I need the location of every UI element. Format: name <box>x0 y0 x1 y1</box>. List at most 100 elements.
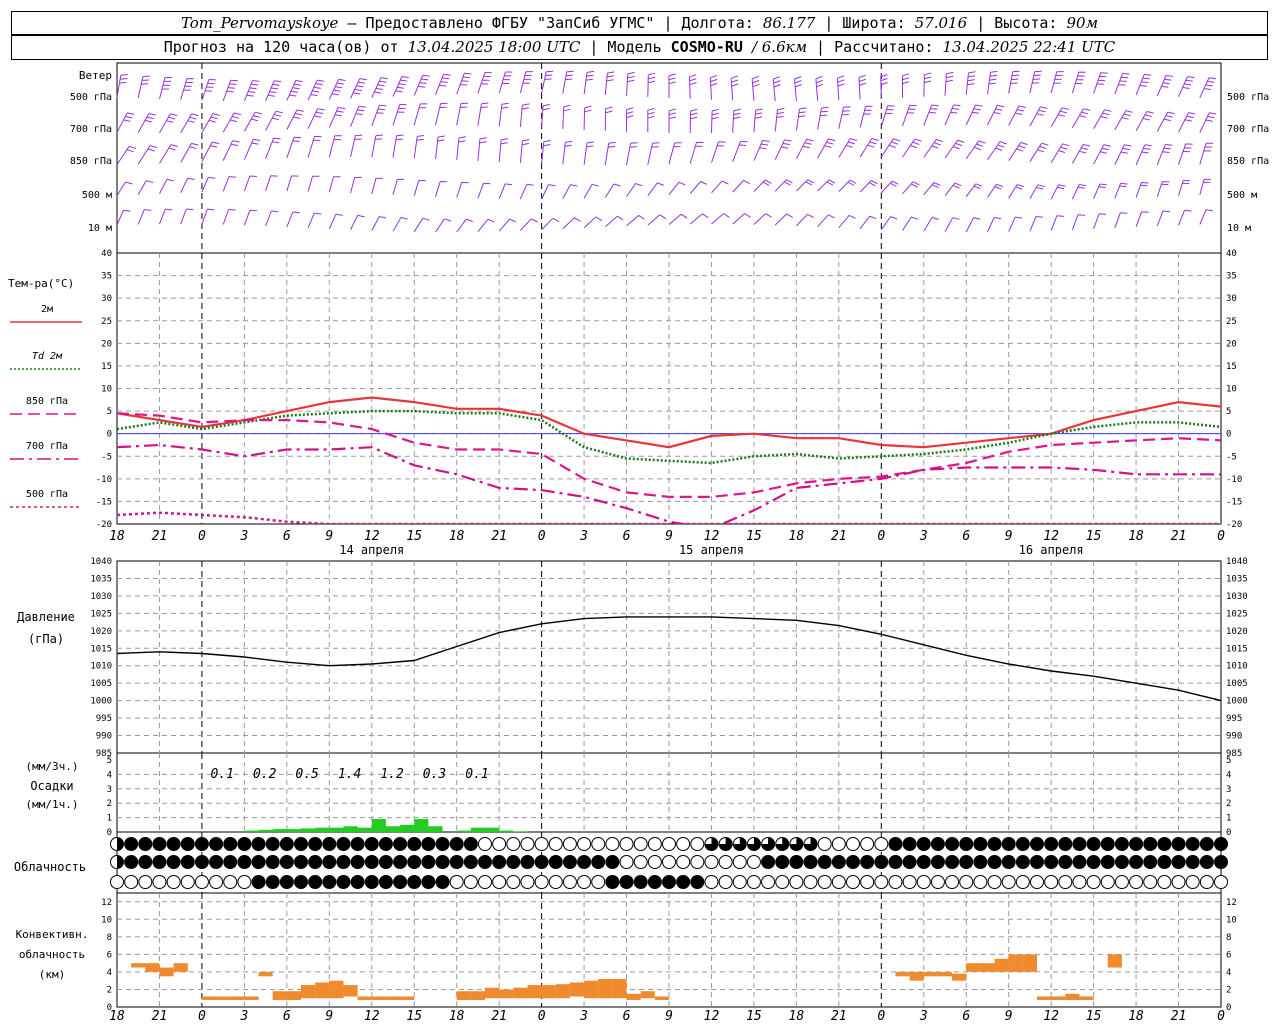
alt-label: | Высота: <box>976 14 1058 32</box>
wind-barb <box>583 183 600 199</box>
conv-bar <box>244 996 259 1000</box>
wind-barb <box>838 106 851 129</box>
hour-label-bottom: 9 <box>665 1009 673 1024</box>
hour-label-bottom: 12 <box>1043 1009 1059 1024</box>
wind-barb <box>392 216 408 232</box>
wind-barb <box>923 138 944 158</box>
cloud-symbol <box>973 837 988 851</box>
cloud-symbol <box>138 837 153 851</box>
wind-barb <box>1199 178 1212 195</box>
wind-barb <box>1050 71 1064 94</box>
wind-barb <box>583 105 592 130</box>
wind-barb <box>456 218 473 233</box>
cloud-symbol <box>761 855 776 869</box>
wind-barbs <box>116 70 1217 233</box>
wind-barb <box>137 209 152 225</box>
cloud-symbol <box>1185 855 1200 869</box>
cloud-symbol <box>180 837 195 851</box>
wind-barb <box>604 141 616 166</box>
hour-label: 9 <box>325 529 333 544</box>
pressure-tick-label: 1005 <box>90 679 112 689</box>
wind-barb <box>498 218 517 232</box>
wind-barb <box>944 139 965 159</box>
wind-barb <box>541 217 560 230</box>
conv-tick-label-right: 12 <box>1226 898 1237 908</box>
wind-barb <box>923 72 932 97</box>
wind-barb <box>753 213 772 225</box>
wind-barb <box>1008 141 1028 161</box>
cloud-symbol <box>350 875 365 889</box>
wind-barb <box>371 104 387 127</box>
cloud-symbol <box>959 875 974 889</box>
cloud-symbol <box>265 855 280 869</box>
cloud-symbol <box>1129 837 1144 851</box>
precip-bar <box>470 827 485 832</box>
wind-barb <box>477 182 491 199</box>
wind-barb <box>519 103 530 128</box>
cloud-symbol <box>435 855 450 869</box>
cloud-symbol <box>506 875 521 889</box>
station-name: Tom_Pervomayskoye <box>180 14 339 32</box>
wind-barb <box>222 79 238 101</box>
cloud-symbol <box>619 837 634 851</box>
wind-barb <box>774 179 793 192</box>
cloud-symbol <box>973 855 988 869</box>
wind-barb <box>859 138 879 158</box>
wind-barb <box>116 112 135 133</box>
conv-bar <box>1037 996 1052 1000</box>
wind-barb <box>774 108 785 132</box>
wind-barb <box>817 214 835 228</box>
wind-barb <box>519 183 534 200</box>
wind-barb <box>201 79 216 101</box>
temp-tick-label: 35 <box>101 272 112 282</box>
cloud-symbol <box>350 855 365 869</box>
cloud-symbol <box>718 875 733 889</box>
wind-barb <box>286 109 304 130</box>
cloud-symbol <box>124 837 139 851</box>
precip-bar <box>329 827 344 832</box>
hour-label-bottom: 9 <box>325 1009 333 1024</box>
hour-label-bottom: 18 <box>789 1009 805 1024</box>
wind-barb <box>392 134 404 158</box>
cloud-symbol <box>506 837 521 851</box>
hour-label: 3 <box>239 529 248 544</box>
cloud-symbol <box>577 875 592 889</box>
header-line-1: Tom_Pervomayskoye – Предоставлено ФГБУ "… <box>11 11 1268 35</box>
precip-tick-label-right: 0 <box>1226 828 1231 838</box>
wind-barb <box>159 144 178 164</box>
cloud-symbol <box>605 855 620 869</box>
wind-barb <box>730 75 739 101</box>
cloud-symbol <box>1058 875 1073 889</box>
conv-title-1: Конвективн. <box>16 928 89 941</box>
wind-barb <box>604 71 615 96</box>
cloud-symbol <box>1100 875 1115 889</box>
pressure-tick-label-right: 990 <box>1226 732 1242 742</box>
temp-tick-label: 10 <box>101 385 112 395</box>
wind-barb <box>1178 209 1192 226</box>
cloud-symbol <box>393 855 408 869</box>
cloud-symbol <box>1157 855 1172 869</box>
temp-tick-label: 40 <box>101 249 112 259</box>
wind-barb <box>180 208 194 225</box>
temp-legend-label: 2м <box>41 304 53 315</box>
cloud-symbol <box>1199 837 1214 851</box>
cloud-symbol-partial <box>117 855 124 869</box>
wind-barb <box>1008 105 1026 126</box>
cloud-symbol <box>789 875 804 889</box>
cloud-symbol <box>874 875 889 889</box>
precip-bar <box>400 824 415 832</box>
cloud-symbol <box>619 855 634 869</box>
wind-barb <box>604 106 613 131</box>
temp-series-t2m <box>117 396 1221 449</box>
hour-label-bottom: 18 <box>449 1009 465 1024</box>
hour-label: 21 <box>152 529 168 544</box>
cloud-symbol <box>1086 855 1101 869</box>
cloud-symbol <box>449 875 464 889</box>
wind-barb <box>1178 143 1193 165</box>
cloud-symbol <box>746 855 761 869</box>
wind-barb <box>711 180 729 194</box>
lat-label: | Широта: <box>824 14 906 32</box>
cloud-symbol <box>1114 837 1129 851</box>
precip-bar <box>343 826 358 832</box>
